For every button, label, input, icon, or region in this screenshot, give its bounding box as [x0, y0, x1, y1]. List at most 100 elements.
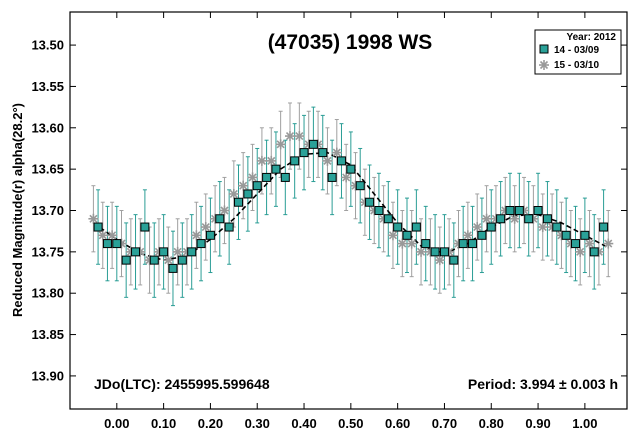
- point-series-1: [234, 197, 244, 207]
- point-series-2: [172, 246, 183, 257]
- point-series-1: [196, 239, 206, 249]
- point-series-1: [365, 197, 375, 207]
- x-tick-label: 0.50: [338, 416, 363, 431]
- point-series-1: [290, 156, 300, 166]
- point-series-2: [575, 246, 586, 257]
- point-series-1: [571, 239, 581, 249]
- legend-title: Year: 2012: [567, 32, 617, 43]
- point-series-2: [322, 155, 333, 166]
- point-series-1: [131, 247, 141, 257]
- point-series-1: [402, 230, 412, 240]
- point-series-2: [97, 230, 108, 241]
- point-series-1: [411, 222, 421, 232]
- point-series-2: [331, 147, 342, 158]
- point-series-1: [252, 181, 262, 191]
- point-series-2: [603, 238, 614, 249]
- point-series-1: [205, 230, 215, 240]
- x-tick-label: 0.30: [245, 416, 270, 431]
- y-tick-label: 13.90: [31, 368, 64, 383]
- point-series-1: [308, 139, 318, 149]
- point-series-1: [243, 189, 253, 199]
- point-series-1: [102, 239, 112, 249]
- y-tick-label: 13.75: [31, 244, 64, 259]
- point-series-2: [191, 230, 202, 241]
- y-tick-label: 13.55: [31, 79, 64, 94]
- point-series-1: [168, 263, 178, 273]
- point-series-1: [374, 206, 384, 215]
- y-tick-label: 13.80: [31, 286, 64, 301]
- point-series-1: [439, 247, 449, 257]
- point-series-2: [387, 230, 398, 241]
- legend: Year: 2012 14 - 03/09 15 - 03/10: [534, 29, 622, 75]
- point-series-2: [228, 188, 239, 199]
- point-series-1: [486, 222, 496, 232]
- point-series-2: [266, 155, 277, 166]
- point-series-1: [599, 222, 609, 232]
- point-series-1: [215, 214, 225, 224]
- point-series-1: [149, 255, 159, 265]
- point-series-1: [346, 164, 356, 174]
- x-tick-label: 0.40: [291, 416, 316, 431]
- x-tick-label: 0.60: [385, 416, 410, 431]
- point-series-2: [200, 222, 211, 233]
- x-tick-label: 0.70: [432, 416, 457, 431]
- point-series-1: [458, 239, 468, 249]
- point-series-1: [589, 247, 599, 257]
- x-tick-label: 0.10: [151, 416, 176, 431]
- point-series-2: [434, 255, 445, 266]
- point-series-2: [462, 230, 473, 241]
- x-tick-label: 0.20: [198, 416, 223, 431]
- point-series-1: [224, 222, 234, 232]
- point-series-2: [163, 255, 174, 266]
- point-series-1: [449, 255, 459, 265]
- point-series-1: [552, 222, 562, 232]
- point-series-2: [584, 238, 595, 249]
- x-tick-label: 0.00: [104, 416, 129, 431]
- point-series-1: [561, 230, 571, 240]
- y-axis-label: Reduced Magnitude(r) alpha(28.2°): [10, 103, 25, 317]
- point-series-1: [514, 206, 524, 215]
- point-series-1: [355, 181, 365, 191]
- point-series-2: [275, 139, 286, 150]
- y-tick-label: 13.85: [31, 327, 64, 342]
- period-annotation: Period: 3.994 ± 0.003 h: [468, 376, 618, 392]
- x-tick-label: 1.00: [572, 416, 597, 431]
- point-series-1: [580, 230, 590, 240]
- point-series-1: [393, 222, 403, 232]
- point-series-1: [421, 239, 431, 249]
- point-series-2: [284, 131, 295, 142]
- point-series-2: [481, 213, 492, 224]
- point-series-1: [318, 148, 328, 158]
- point-series-1: [140, 222, 150, 232]
- point-series-2: [294, 131, 305, 142]
- point-series-1: [383, 214, 393, 224]
- data-markers: [88, 131, 614, 273]
- epoch-annotation: JDo(LTC): 2455995.599648: [94, 376, 270, 392]
- point-series-1: [299, 148, 309, 158]
- point-series-2: [219, 205, 230, 216]
- legend-entry-series-1: 14 - 03/09: [554, 45, 599, 56]
- y-tick-label: 13.70: [31, 203, 64, 218]
- point-series-2: [509, 213, 520, 224]
- point-series-1: [542, 214, 552, 224]
- point-series-1: [262, 172, 272, 182]
- y-tick-label: 13.65: [31, 162, 64, 177]
- legend-box: [534, 29, 622, 75]
- x-tick-label: 0.80: [479, 416, 504, 431]
- point-series-1: [533, 206, 543, 215]
- point-series-1: [505, 206, 515, 215]
- chart-title: (47035) 1998 WS: [268, 31, 433, 54]
- tick-layer: 0.00 0.10 0.20 0.30 0.40 0.50 0.60 0.70 0.80 0.90…: [31, 12, 627, 431]
- point-series-2: [537, 222, 548, 233]
- point-series-2: [247, 172, 258, 183]
- point-series-1: [177, 255, 187, 265]
- legend-marker-series-1: [539, 44, 549, 54]
- point-series-1: [524, 214, 534, 224]
- point-series-2: [88, 213, 99, 224]
- y-tick-label: 13.60: [31, 120, 64, 135]
- legend-entry-series-2: 15 - 03/10: [554, 60, 599, 71]
- point-series-2: [406, 238, 417, 249]
- point-series-1: [159, 247, 169, 257]
- point-series-1: [468, 239, 478, 249]
